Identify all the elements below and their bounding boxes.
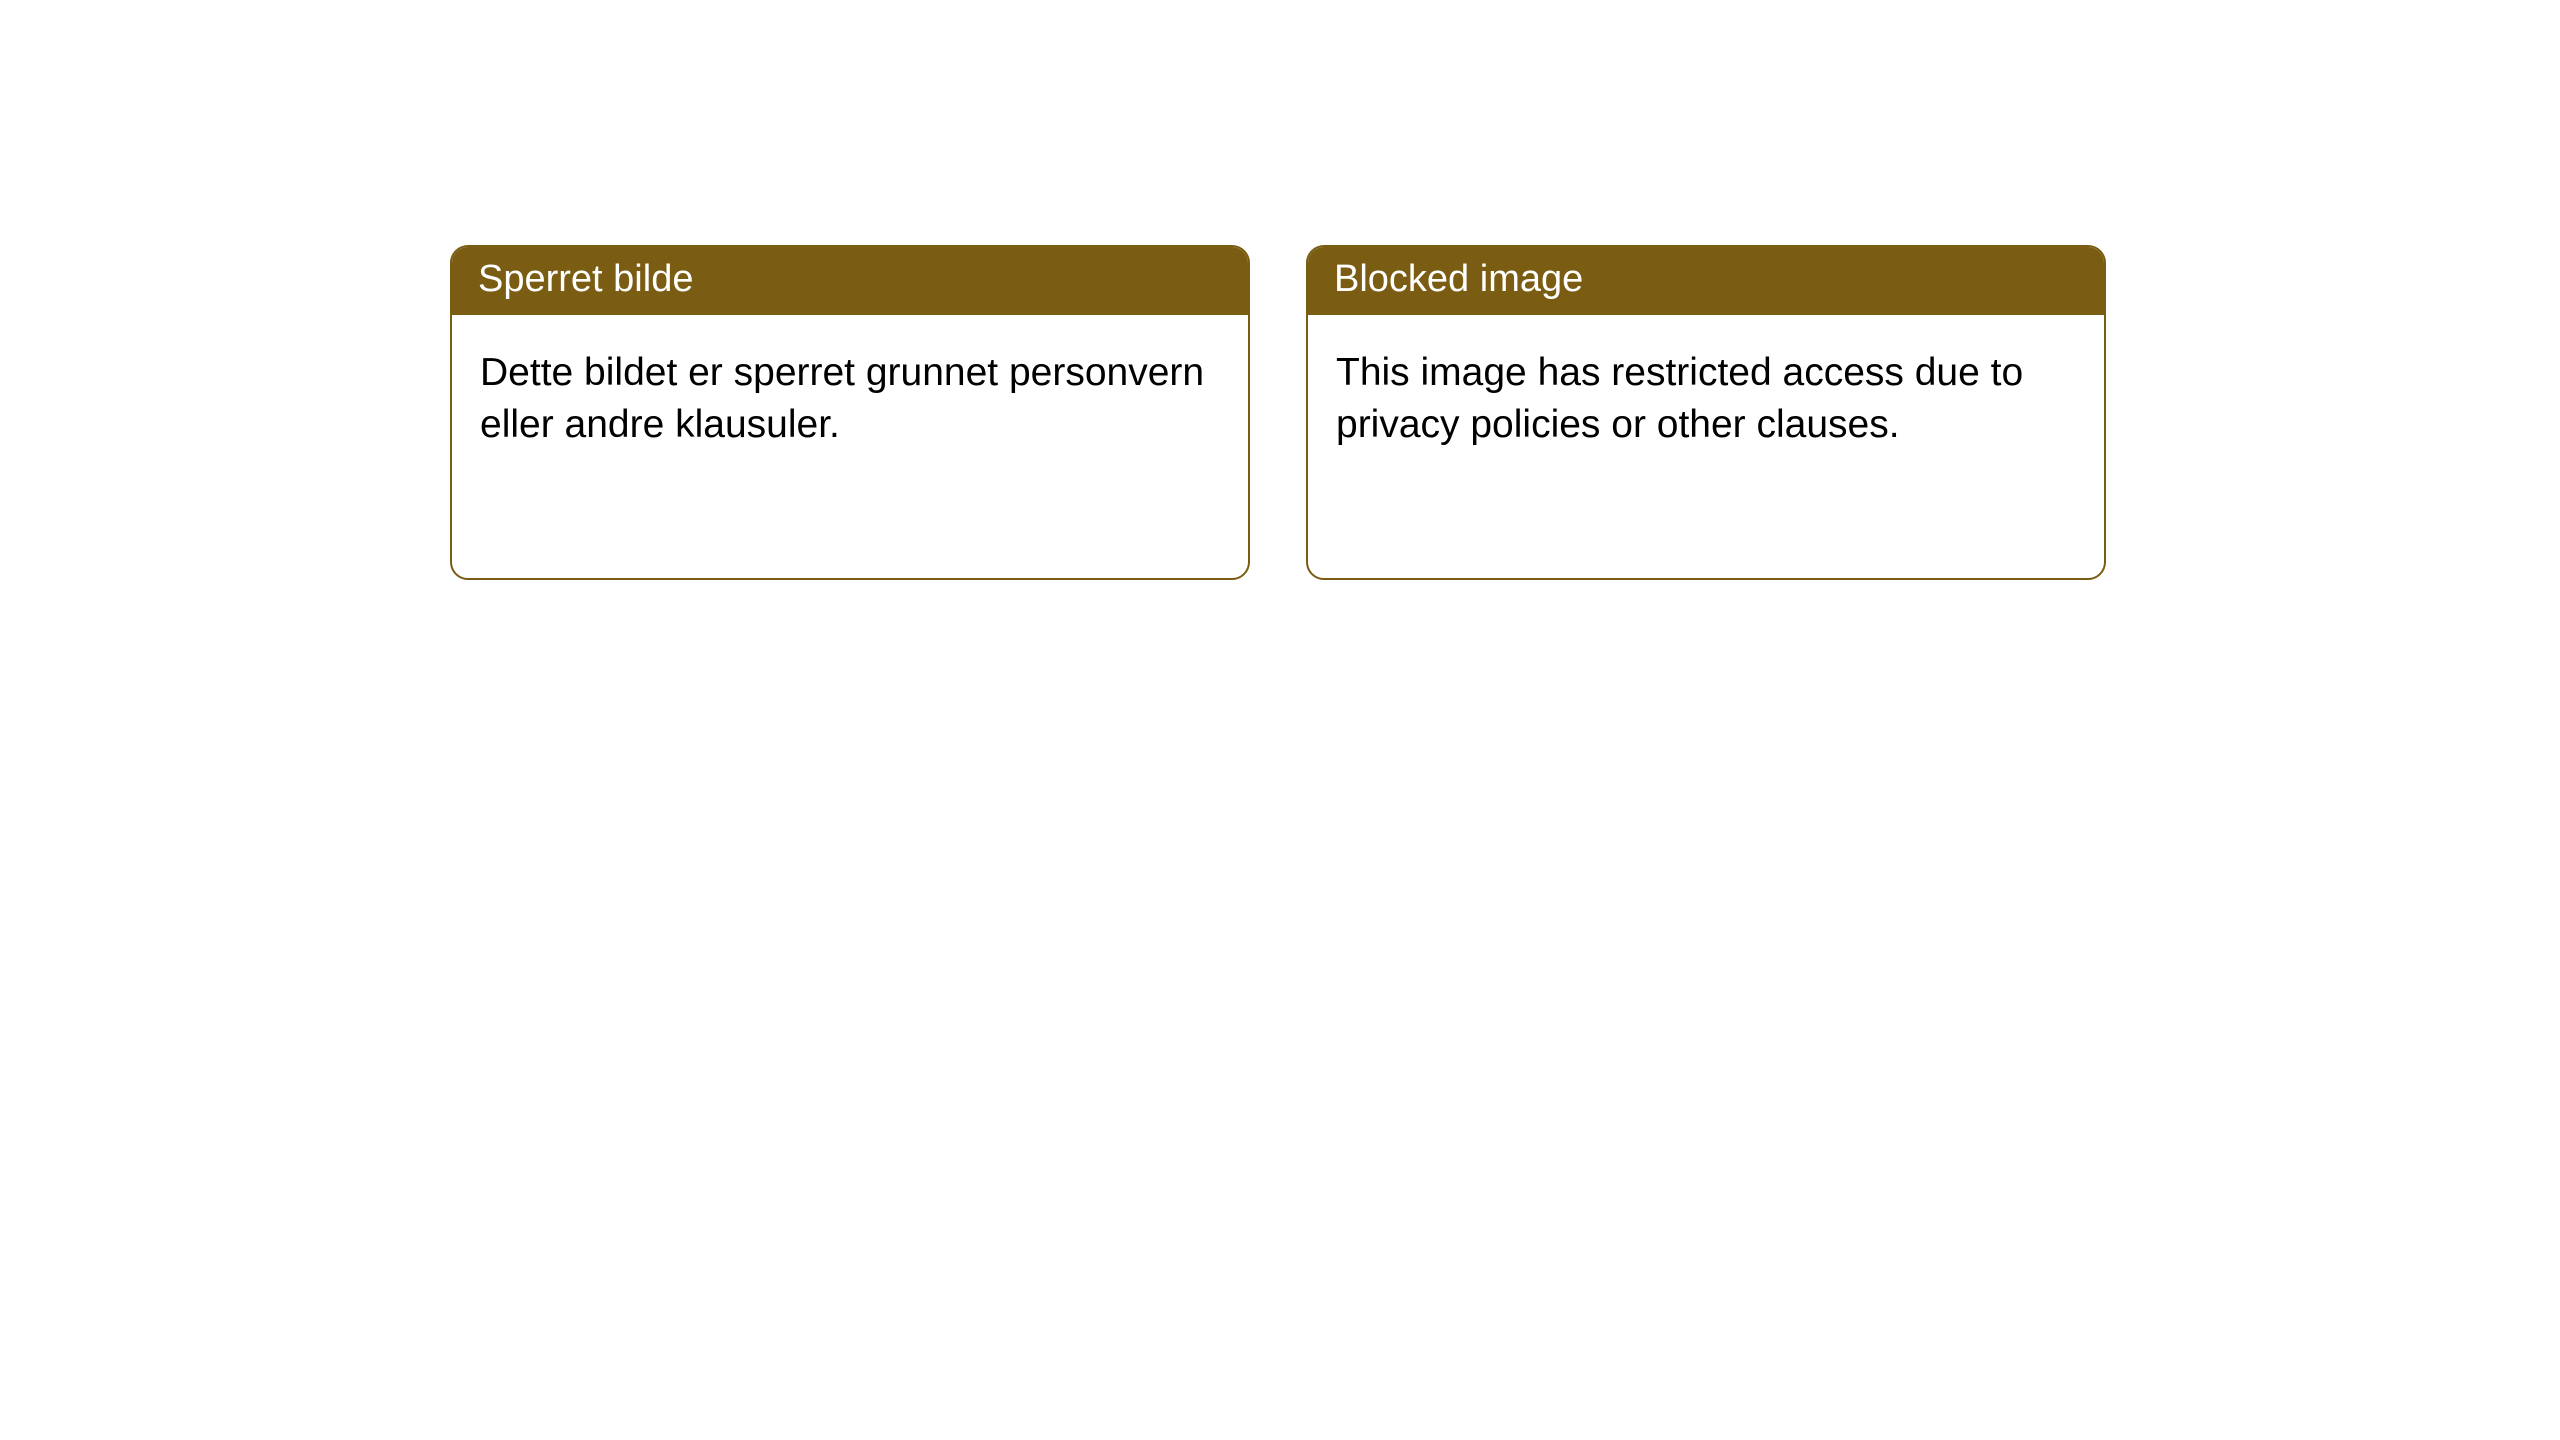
- card-body-text: This image has restricted access due to …: [1336, 351, 2023, 447]
- card-title: Blocked image: [1334, 258, 1583, 300]
- card-header: Sperret bilde: [452, 247, 1248, 315]
- notice-container: Sperret bilde Dette bildet er sperret gr…: [450, 245, 2106, 580]
- notice-card-english: Blocked image This image has restricted …: [1306, 245, 2106, 580]
- card-body-text: Dette bildet er sperret grunnet personve…: [480, 351, 1204, 447]
- card-body: This image has restricted access due to …: [1308, 315, 2104, 484]
- notice-card-norwegian: Sperret bilde Dette bildet er sperret gr…: [450, 245, 1250, 580]
- card-title: Sperret bilde: [478, 258, 693, 300]
- card-header: Blocked image: [1308, 247, 2104, 315]
- card-body: Dette bildet er sperret grunnet personve…: [452, 315, 1248, 484]
